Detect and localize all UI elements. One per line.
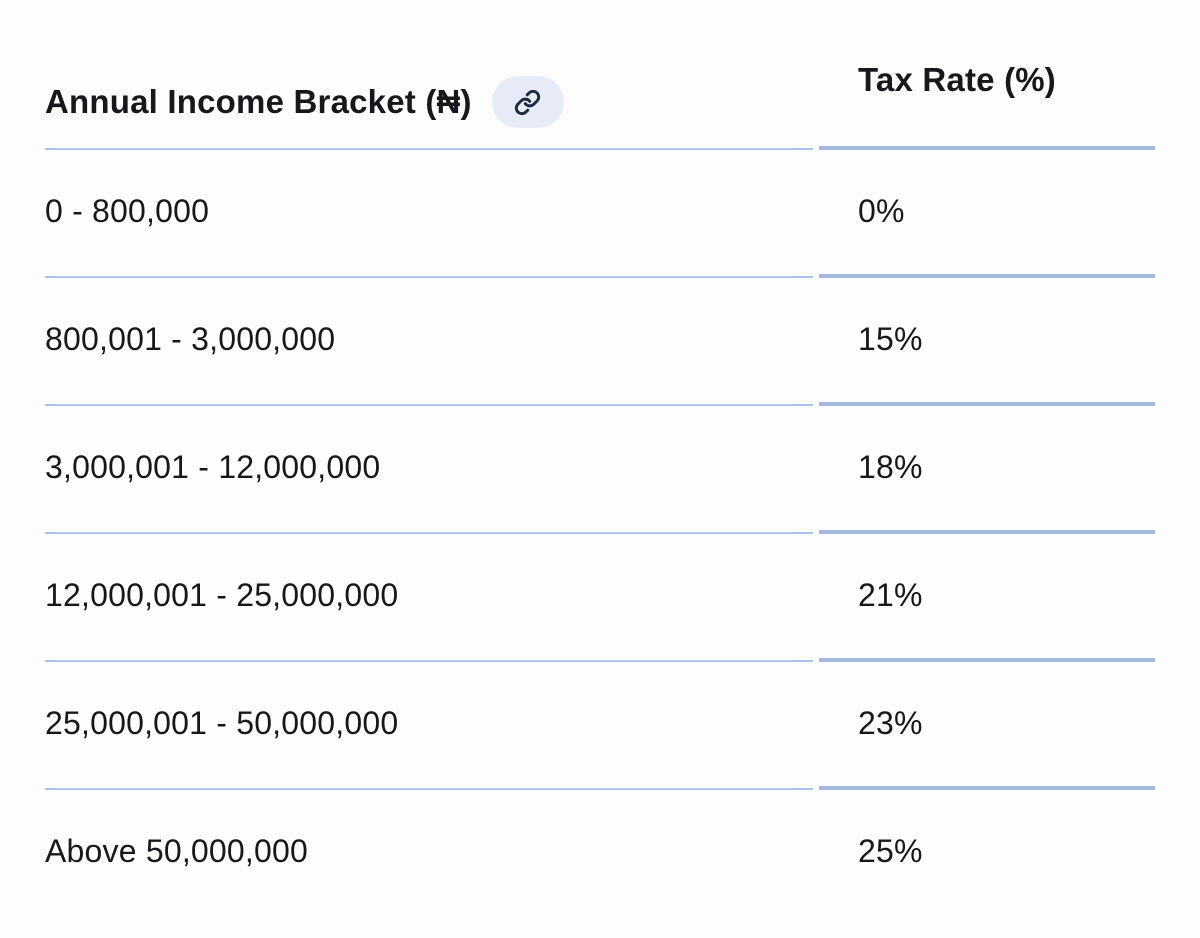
tax-rate-value: 0% (858, 193, 905, 229)
tax-rate-value: 21% (858, 577, 923, 613)
table-body: 0 - 800,000 0% 800,001 - 3,000,000 15% 3… (45, 150, 1155, 938)
income-bracket-cell: 25,000,001 - 50,000,000 (45, 662, 813, 790)
income-bracket-cell: 800,001 - 3,000,000 (45, 278, 813, 406)
tax-rate-value: 23% (858, 705, 923, 741)
income-bracket-value: 0 - 800,000 (45, 193, 210, 229)
table-row: 800,001 - 3,000,000 15% (45, 278, 1155, 406)
income-bracket-cell: 3,000,001 - 12,000,000 (45, 406, 813, 534)
tax-rate-value: 25% (858, 833, 923, 869)
table-row: Above 50,000,000 25% (45, 790, 1155, 938)
tax-rate-value: 15% (858, 321, 923, 357)
tax-rate-value: 18% (858, 449, 923, 485)
link-icon (515, 89, 541, 115)
table-header-row: Annual Income Bracket (₦) Tax Rate (%) (45, 0, 1155, 150)
table-row: 25,000,001 - 50,000,000 23% (45, 662, 1155, 790)
header-cell-income-bracket: Annual Income Bracket (₦) (45, 0, 813, 150)
income-bracket-value: 12,000,001 - 25,000,000 (45, 577, 399, 613)
income-bracket-value: 3,000,001 - 12,000,000 (45, 449, 381, 485)
tax-rate-cell: 15% (819, 278, 1155, 406)
tax-rate-cell: 23% (819, 662, 1155, 790)
link-anchor-button[interactable] (491, 76, 564, 128)
income-bracket-cell: Above 50,000,000 (45, 790, 813, 938)
income-bracket-cell: 12,000,001 - 25,000,000 (45, 534, 813, 662)
table-row: 3,000,001 - 12,000,000 18% (45, 406, 1155, 534)
tax-rate-cell: 25% (819, 790, 1155, 938)
table-row: 12,000,001 - 25,000,000 21% (45, 534, 1155, 662)
table-row: 0 - 800,000 0% (45, 150, 1155, 278)
column-header-tax-rate: Tax Rate (%) (858, 61, 1056, 98)
tax-rate-cell: 0% (819, 150, 1155, 278)
tax-rate-cell: 18% (819, 406, 1155, 534)
tax-rate-table: Annual Income Bracket (₦) Tax Rate (%) 0… (45, 0, 1155, 938)
tax-rate-cell: 21% (819, 534, 1155, 662)
income-bracket-value: Above 50,000,000 (45, 833, 308, 869)
column-header-income-bracket: Annual Income Bracket (₦) (45, 83, 472, 120)
income-bracket-value: 800,001 - 3,000,000 (45, 321, 336, 357)
income-bracket-cell: 0 - 800,000 (45, 150, 813, 278)
header-cell-tax-rate: Tax Rate (%) (819, 0, 1155, 150)
income-bracket-value: 25,000,001 - 50,000,000 (45, 705, 399, 741)
